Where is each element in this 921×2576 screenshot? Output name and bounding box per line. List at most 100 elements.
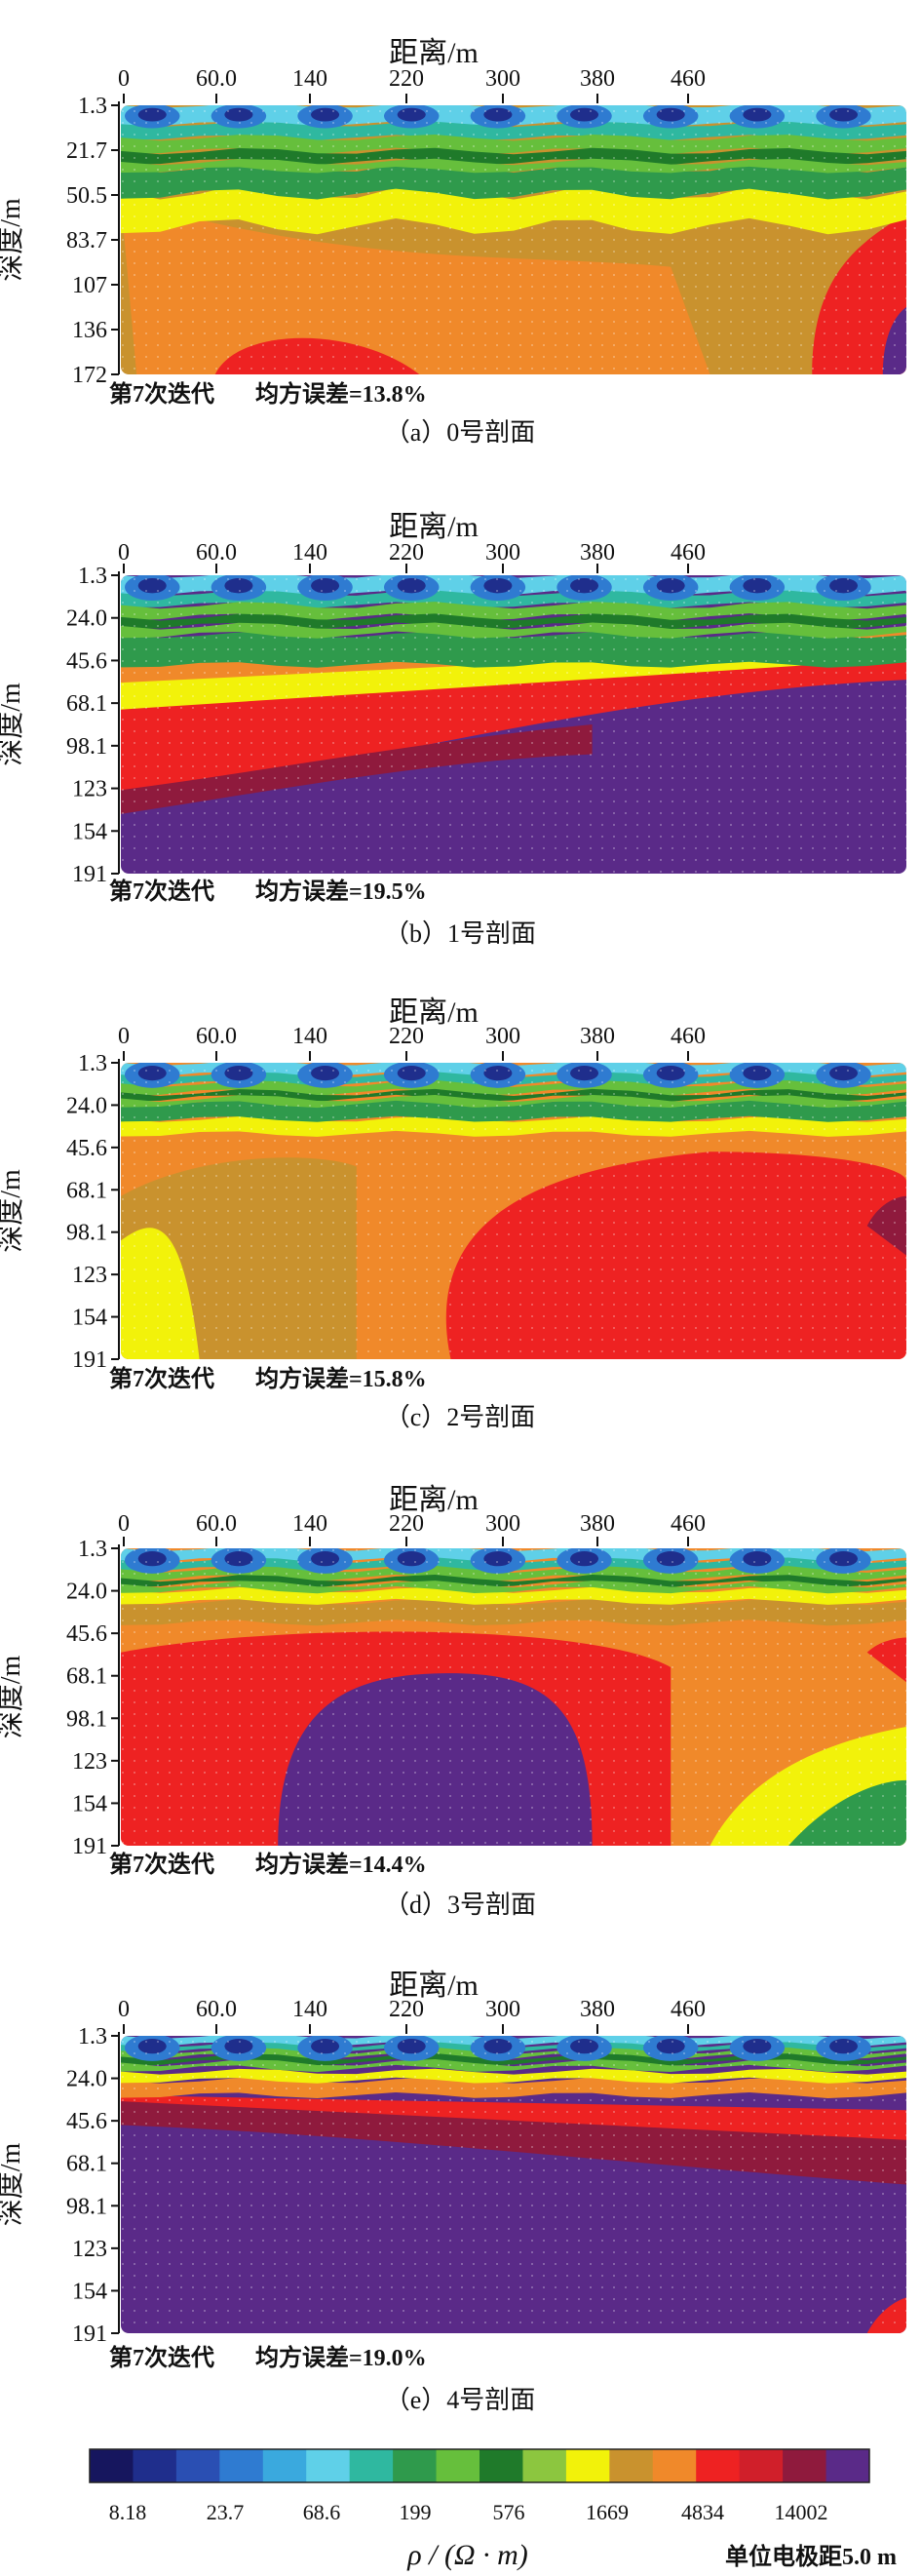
resistivity-section-3: 距离/m 0 60.0 140 220 300 380 460 1.3 24.0 45.6 68.1 9…	[0, 1484, 906, 1919]
x-tick-label: 60.0	[196, 1024, 237, 1049]
x-tick-label: 60.0	[196, 1997, 237, 2022]
section-caption: （e）4号剖面	[385, 2386, 536, 2414]
section-caption: （c）2号剖面	[385, 1403, 536, 1431]
y-tick-label: 45.6	[66, 648, 107, 674]
colorbar-swatch	[696, 2449, 741, 2482]
x-tick-label: 60.0	[196, 540, 237, 566]
colorbar-tick-label: 8.18	[109, 2500, 147, 2524]
section-caption: （b）1号剖面	[384, 919, 536, 948]
colorbar-tick-label: 1669	[586, 2500, 629, 2524]
x-tick-label: 140	[292, 1024, 327, 1049]
y-tick-label: 98.1	[66, 734, 107, 760]
y-tick-label: 21.7	[66, 138, 107, 164]
colorbar-swatch	[739, 2449, 784, 2482]
x-tick-label: 300	[485, 66, 520, 92]
x-tick-label: 60.0	[196, 66, 237, 92]
rms-error-note: 均方误差=13.8%	[255, 380, 427, 408]
y-tick-label: 24.0	[66, 1580, 107, 1605]
x-tick-label: 220	[389, 1024, 424, 1049]
colorbar-title: ρ / (Ω · m)	[406, 2539, 528, 2571]
colorbar-swatch	[609, 2449, 654, 2482]
x-tick-label: 300	[485, 1511, 520, 1537]
data-point-grid	[121, 575, 906, 874]
y-tick-label: 24.0	[66, 1093, 107, 1118]
colorbar-tick-label: 4834	[681, 2500, 724, 2524]
x-tick-label: 220	[389, 540, 424, 566]
colorbar: 8.18 23.7 68.6 199 576 1669 4834 14002 ρ / (Ω · …	[89, 2448, 897, 2571]
x-tick-label: 300	[485, 1997, 520, 2022]
colorbar-swatch	[349, 2449, 394, 2482]
x-tick-label: 60.0	[196, 1511, 237, 1537]
section-caption: （a）0号剖面	[385, 418, 536, 447]
y-tick-label: 50.5	[66, 183, 107, 209]
x-tick-label: 300	[485, 540, 520, 566]
colorbar-tick-label: 14002	[775, 2500, 828, 2524]
colorbar-swatch	[783, 2449, 827, 2482]
data-point-grid	[121, 1063, 906, 1359]
y-axis-title: 深度/m	[0, 2143, 26, 2227]
y-tick-label: 1.3	[78, 94, 107, 119]
y-tick-label: 1.3	[78, 564, 107, 589]
colorbar-swatch	[565, 2449, 610, 2482]
section-image	[121, 105, 906, 374]
y-tick-label: 123	[72, 1263, 107, 1288]
y-tick-label: 68.1	[66, 1178, 107, 1203]
y-axis-title: 深度/m	[0, 1656, 26, 1739]
colorbar-swatch	[262, 2449, 307, 2482]
x-tick-label: 0	[118, 1024, 130, 1049]
section-image	[121, 575, 906, 874]
x-tick-label: 140	[292, 1511, 327, 1537]
x-tick-label: 0	[118, 540, 130, 566]
data-point-grid	[121, 1548, 906, 1846]
colorbar-tick-label: 199	[400, 2500, 432, 2524]
resistivity-section-2: 距离/m 0 60.0 140 220 300 380 460 1.3 24.0 45.6 68.1 9…	[0, 996, 906, 1431]
y-tick-label: 154	[72, 1306, 107, 1331]
y-tick-label: 68.1	[66, 1664, 107, 1690]
rms-error-note: 均方误差=15.8%	[255, 1365, 427, 1392]
iteration-note: 第7次迭代	[109, 2344, 214, 2371]
y-tick-label: 191	[72, 1834, 107, 1859]
x-axis-title: 距离/m	[389, 1970, 479, 2002]
y-tick-label: 24.0	[66, 2067, 107, 2092]
x-tick-label: 380	[580, 540, 615, 566]
y-tick-label: 123	[72, 2237, 107, 2262]
y-tick-label: 1.3	[78, 1537, 107, 1562]
y-axis-title: 深度/m	[0, 683, 26, 766]
x-tick-label: 460	[671, 1024, 706, 1049]
section-image	[121, 1063, 906, 1359]
iteration-note: 第7次迭代	[109, 878, 214, 905]
y-tick-label: 24.0	[66, 606, 107, 632]
y-tick-label: 68.1	[66, 691, 107, 717]
y-tick-label: 1.3	[78, 1051, 107, 1076]
x-axis-title: 距离/m	[389, 511, 479, 543]
y-tick-label: 45.6	[66, 1621, 107, 1647]
rms-error-note: 均方误差=14.4%	[255, 1851, 427, 1878]
y-tick-label: 191	[72, 1347, 107, 1373]
x-tick-label: 140	[292, 540, 327, 566]
rms-error-note: 均方误差=19.0%	[255, 2344, 427, 2371]
section-image	[121, 2036, 906, 2333]
y-tick-label: 83.7	[66, 228, 107, 254]
colorbar-swatch	[522, 2449, 567, 2482]
x-axis-title: 距离/m	[389, 996, 479, 1029]
section-caption: （d）3号剖面	[384, 1891, 536, 1919]
rms-error-note: 均方误差=19.5%	[255, 878, 427, 905]
colorbar-tick-label: 68.6	[303, 2500, 341, 2524]
colorbar-tick-label: 576	[493, 2500, 525, 2524]
y-tick-label: 45.6	[66, 1136, 107, 1161]
x-tick-label: 380	[580, 66, 615, 92]
colorbar-swatch	[436, 2449, 480, 2482]
iteration-note: 第7次迭代	[109, 380, 214, 408]
x-tick-label: 220	[389, 1997, 424, 2022]
colorbar-swatch	[133, 2449, 177, 2482]
colorbar-swatch	[480, 2449, 523, 2482]
colorbar-tick-label: 23.7	[207, 2500, 245, 2524]
y-tick-label: 136	[72, 318, 107, 343]
y-tick-label: 123	[72, 777, 107, 802]
y-tick-label: 45.6	[66, 2109, 107, 2134]
x-tick-label: 460	[671, 1997, 706, 2022]
colorbar-swatch	[90, 2449, 134, 2482]
resistivity-section-1: 距离/m 0 60.0 140 220 300 380 460 1.3 24.0 45.6 68.1 9…	[0, 511, 906, 948]
iteration-note: 第7次迭代	[109, 1851, 214, 1878]
